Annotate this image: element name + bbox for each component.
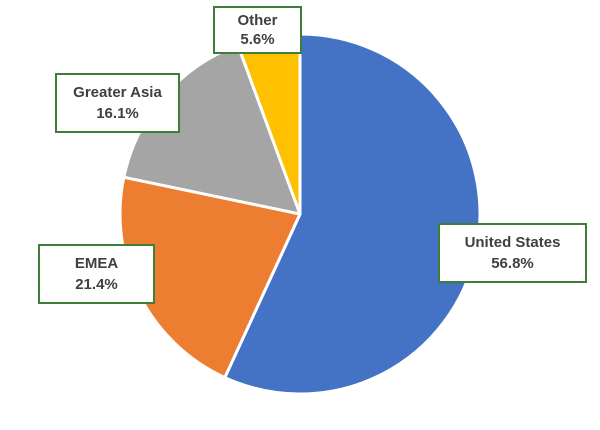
- slice-value-emea: 21.4%: [75, 276, 118, 293]
- slice-label-united-states: United States: [464, 234, 561, 251]
- slice-value-other: 5.6%: [240, 31, 275, 48]
- callout-greater-asia: Greater Asia 16.1%: [55, 73, 180, 133]
- callout-emea: EMEA 21.4%: [38, 244, 155, 304]
- slice-label-emea: EMEA: [74, 255, 119, 272]
- callout-united-states: United States 56.8%: [438, 223, 587, 283]
- slice-label-other: Other: [237, 12, 278, 29]
- slice-value-united-states: 56.8%: [491, 255, 534, 272]
- slice-label-greater-asia: Greater Asia: [73, 84, 162, 101]
- callout-other: Other 5.6%: [213, 6, 302, 54]
- slice-value-greater-asia: 16.1%: [96, 105, 139, 122]
